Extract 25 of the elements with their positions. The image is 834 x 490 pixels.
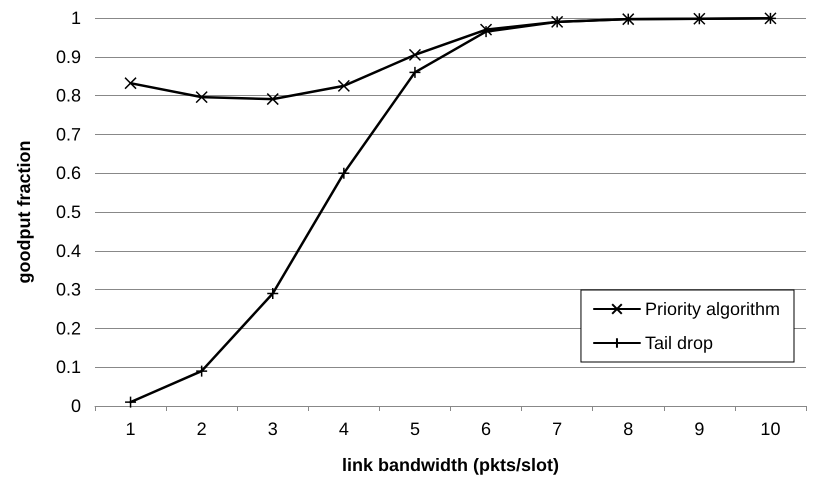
x-axis-title: link bandwidth (pkts/slot): [342, 455, 559, 475]
x-tick-label: 3: [268, 419, 278, 439]
x-tick-label: 10: [760, 419, 780, 439]
y-axis-title: goodput fraction: [14, 140, 34, 284]
x-tick-label: 8: [623, 419, 634, 439]
y-tick-label: 1: [70, 8, 81, 28]
y-tick-label: 0.8: [56, 86, 81, 106]
x-tick-label: 6: [481, 419, 492, 439]
y-tick-label: 0.9: [56, 46, 81, 67]
y-tick-label: 0.4: [56, 240, 81, 261]
y-tick-label: 0: [70, 396, 81, 416]
legend-label: Tail drop: [644, 333, 714, 353]
x-tick-label: 1: [126, 419, 136, 439]
legend-label: Priority algorithm: [644, 299, 780, 319]
x-tick-label: 2: [196, 419, 207, 439]
x-tick-label: 5: [410, 419, 420, 439]
x-tick-label: 7: [552, 419, 562, 439]
y-tick-label: 0.2: [56, 318, 81, 338]
x-tick-label: 4: [338, 419, 349, 439]
y-tick-label: 0.6: [56, 163, 81, 184]
y-tick-label: 0.5: [56, 202, 81, 222]
y-tick-label: 0.7: [56, 124, 81, 144]
y-tick-label: 0.3: [56, 280, 81, 300]
x-tick-label: 9: [694, 419, 704, 439]
y-tick-label: 0.1: [56, 357, 81, 378]
